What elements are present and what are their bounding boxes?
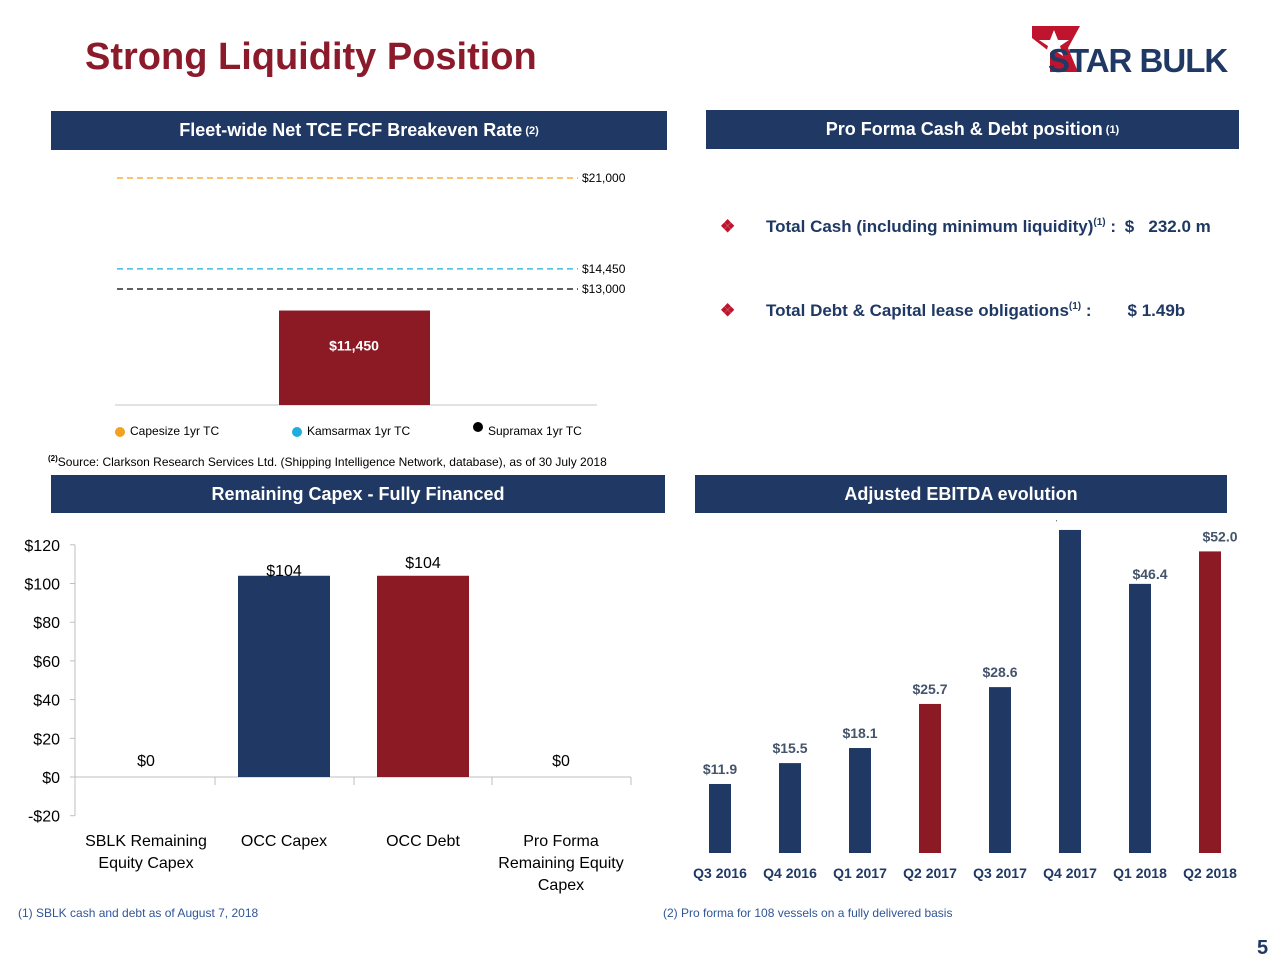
bar <box>919 703 941 853</box>
source-text: Source: Clarkson Research Services Ltd. … <box>57 455 607 469</box>
data-label: $104 <box>266 563 302 580</box>
bar <box>279 310 430 405</box>
legend-label: Kamsarmax 1yr TC <box>307 424 410 438</box>
capex-chart: $120 $100 $80 $60 $40 $20 $0 -$20 $0 SBLK Remaini… <box>24 538 632 894</box>
x-tick-label: Equity Capex <box>98 855 193 872</box>
ebitda-chart: $11.9 Q3 2016 $15.5 Q4 2016 $18.1 Q1 2017 $25.… <box>693 520 1238 881</box>
y-tick-label: $80 <box>33 615 60 632</box>
y-tick-label: $100 <box>24 577 60 594</box>
data-label: $11,450 <box>329 338 379 354</box>
page-title: Strong Liquidity Position <box>85 36 537 78</box>
separator: : <box>1081 301 1092 320</box>
diamond-bullet-icon: ❖ <box>720 217 736 236</box>
bar <box>849 748 871 853</box>
data-label: $28.6 <box>982 664 1017 680</box>
header-text: Fleet-wide Net TCE FCF Breakeven Rate <box>179 120 523 140</box>
legend-label: Supramax 1yr TC <box>488 424 582 438</box>
total-cash-item: ❖ Total Cash (including minimum liquidit… <box>720 217 1211 237</box>
y-tick-label: $120 <box>24 538 60 555</box>
footnote-ref: (2) <box>48 454 58 463</box>
bar <box>779 763 801 853</box>
breakeven-header: Fleet-wide Net TCE FCF Breakeven Rate (2) <box>51 111 667 150</box>
item-label: Total Debt & Capital lease obligations <box>766 301 1069 320</box>
header-text: Remaining Capex - Fully Financed <box>211 483 505 504</box>
data-label: $55.7 <box>1052 520 1087 523</box>
x-tick-label: Q4 2016 <box>763 865 817 881</box>
data-label: $15.5 <box>772 740 807 756</box>
capex-header: Remaining Capex - Fully Financed <box>51 475 665 513</box>
x-tick-label: Q4 2017 <box>1043 865 1097 881</box>
y-tick-label: $20 <box>33 731 60 748</box>
page-number: 5 <box>1257 937 1269 959</box>
x-tick-label: Q3 2017 <box>973 865 1027 881</box>
footnote-1: (1) SBLK cash and debt as of August 7, 2… <box>18 906 259 920</box>
y-tick-label: $0 <box>42 770 60 787</box>
header-text: Adjusted EBITDA evolution <box>844 483 1078 504</box>
svg-text:STAR BULK: STAR BULK <box>1048 42 1228 76</box>
footnote-ref: (1) <box>1068 301 1082 312</box>
item-value: $ 232.0 m <box>1124 217 1211 236</box>
star-bulk-logo: STAR BULK <box>1032 26 1229 76</box>
x-tick-label: OCC Debt <box>386 833 460 850</box>
reference-label: $21,000 <box>582 171 626 185</box>
bar <box>1129 583 1151 853</box>
x-tick-label: Q3 2016 <box>693 865 747 881</box>
x-tick-label: Q2 2017 <box>903 865 957 881</box>
data-label: $0 <box>552 753 570 770</box>
bar <box>709 783 731 853</box>
bar <box>238 575 330 777</box>
separator: : <box>1105 217 1121 236</box>
reference-label: $14,450 <box>582 262 626 276</box>
breakeven-source: (2)Source: Clarkson Research Services Lt… <box>48 454 607 469</box>
y-tick-label: $40 <box>33 693 60 710</box>
legend-marker <box>473 422 483 432</box>
data-label: $25.7 <box>912 681 947 697</box>
item-label: Total Cash (including minimum liquidity) <box>766 217 1094 236</box>
data-label: $0 <box>137 753 155 770</box>
footnote-ref: (1) <box>1093 217 1106 228</box>
x-tick-label: Pro Forma <box>523 833 599 850</box>
x-tick-label: SBLK Remaining <box>85 833 207 850</box>
data-label: $46.4 <box>1132 566 1167 582</box>
data-label: $11.9 <box>703 761 737 777</box>
header-text: Pro Forma Cash & Debt position <box>825 119 1103 139</box>
legend-label: Capesize 1yr TC <box>130 424 219 438</box>
footnote-2: (2) Pro forma for 108 vessels on a fully… <box>663 906 953 920</box>
data-label: $18.1 <box>842 725 877 741</box>
footnote-ref: (1) <box>1105 123 1120 136</box>
y-tick-label: -$20 <box>28 809 60 826</box>
footnote-ref: (2) <box>525 124 539 137</box>
bar <box>377 575 469 777</box>
y-tick-label: $60 <box>33 654 60 671</box>
legend-marker <box>115 427 125 437</box>
x-tick-label: Capex <box>538 877 584 894</box>
bar <box>989 687 1011 853</box>
total-debt-item: ❖ Total Debt & Capital lease obligations… <box>720 301 1185 321</box>
item-value: $ 1.49b <box>1127 301 1186 320</box>
bar <box>1059 529 1081 853</box>
breakeven-chart: $21,000 Capesize 1yr TC $14,450 Kamsarmax 1… <box>115 171 626 438</box>
x-tick-label: Q2 2018 <box>1183 865 1237 881</box>
cash-debt-header: Pro Forma Cash & Debt position (1) <box>706 110 1239 149</box>
x-tick-label: OCC Capex <box>241 833 327 850</box>
reference-label: $13,000 <box>582 282 626 296</box>
bar <box>1199 551 1221 853</box>
data-label: $52.0 <box>1202 528 1237 544</box>
x-tick-label: Q1 2017 <box>833 865 887 881</box>
ebitda-header: Adjusted EBITDA evolution <box>695 475 1227 513</box>
x-tick-label: Q1 2018 <box>1113 865 1167 881</box>
diamond-bullet-icon: ❖ <box>720 301 736 320</box>
data-label: $104 <box>405 555 441 572</box>
x-tick-label: Remaining Equity <box>498 855 623 872</box>
legend-marker <box>292 427 302 437</box>
